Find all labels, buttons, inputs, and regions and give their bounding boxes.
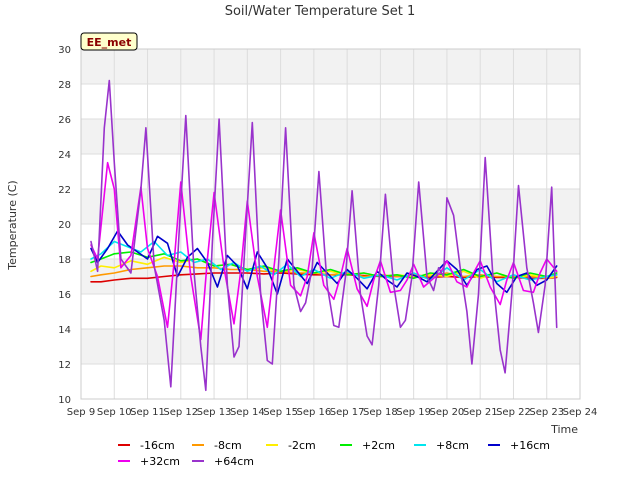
y-tick-label: 16 <box>58 290 71 301</box>
legend-item: +16cm <box>488 439 550 452</box>
plot-band <box>81 154 580 189</box>
y-tick-label: 18 <box>58 255 71 266</box>
x-tick-label: Sep 23 <box>529 407 564 418</box>
series-line-2cm <box>90 256 558 280</box>
x-tick-label: Sep 24 <box>563 407 598 418</box>
legend-label: +2cm <box>362 439 395 452</box>
legend-label: -8cm <box>214 439 242 452</box>
series-line-64cm <box>90 79 558 392</box>
y-axis-label: Temperature (C) <box>6 180 19 270</box>
plot-band <box>81 294 580 329</box>
plot-band <box>81 364 580 399</box>
x-tick-label: Sep 11 <box>130 407 165 418</box>
x-tick-label: Sep 9 <box>67 407 95 418</box>
series-line-32cm <box>90 161 558 341</box>
x-axis-label: Time <box>550 423 578 436</box>
y-tick-label: 22 <box>58 185 71 196</box>
x-tick-label: Sep 19 <box>396 407 431 418</box>
legend-item: +64cm <box>192 455 254 468</box>
y-tick-label: 28 <box>58 80 71 91</box>
plot-band <box>81 119 580 154</box>
x-tick-label: Sep 13 <box>197 407 232 418</box>
legend-item: -16cm <box>118 439 175 452</box>
chart-title: Soil/Water Temperature Set 1 <box>225 4 416 19</box>
x-tick-label: Sep 18 <box>363 407 398 418</box>
series-lines <box>90 79 558 392</box>
y-tick-label: 12 <box>58 360 71 371</box>
y-tick-label: 14 <box>58 325 71 336</box>
legend-item: -8cm <box>192 439 242 452</box>
x-tick-label: Sep 10 <box>97 407 132 418</box>
x-tick-label: Sep 12 <box>163 407 198 418</box>
x-tick-label: Sep 21 <box>463 407 498 418</box>
x-tick-label: Sep 15 <box>263 407 298 418</box>
legend-item: +2cm <box>340 439 395 452</box>
x-tick-label: Sep 14 <box>230 407 265 418</box>
x-tick-label: Sep 22 <box>496 407 531 418</box>
plot-band <box>81 49 580 84</box>
badge-label: EE_met <box>87 36 132 49</box>
y-tick-labels: 10 12 14 16 18 20 22 24 26 28 30 <box>58 45 71 406</box>
plot-band <box>81 84 580 119</box>
series-line-2cm <box>90 251 558 280</box>
y-tick-label: 20 <box>58 220 71 231</box>
legend-item: +32cm <box>118 455 180 468</box>
x-tick-label: Sep 17 <box>330 407 365 418</box>
legend-label: +32cm <box>140 455 180 468</box>
legend-item: +8cm <box>414 439 469 452</box>
badge: EE_met <box>80 32 138 51</box>
legend: -16cm -8cm -2cm +2cm +8cm +16cm +32cm +64cm <box>118 439 550 468</box>
y-tick-label: 24 <box>58 150 71 161</box>
plot-band <box>81 189 580 224</box>
y-tick-label: 30 <box>58 45 71 56</box>
badge-box <box>80 32 138 51</box>
plot-frame <box>80 48 581 400</box>
x-tick-label: Sep 20 <box>430 407 465 418</box>
legend-label: +8cm <box>436 439 469 452</box>
series-line-16cm <box>90 230 558 295</box>
legend-label: -16cm <box>140 439 175 452</box>
x-tick-label: Sep 16 <box>296 407 331 418</box>
legend-item: -2cm <box>266 439 316 452</box>
legend-label: +64cm <box>214 455 254 468</box>
legend-label: -2cm <box>288 439 316 452</box>
y-tick-label: 26 <box>58 115 71 126</box>
y-tick-label: 10 <box>58 395 71 406</box>
plot-band <box>81 329 580 364</box>
legend-label: +16cm <box>510 439 550 452</box>
